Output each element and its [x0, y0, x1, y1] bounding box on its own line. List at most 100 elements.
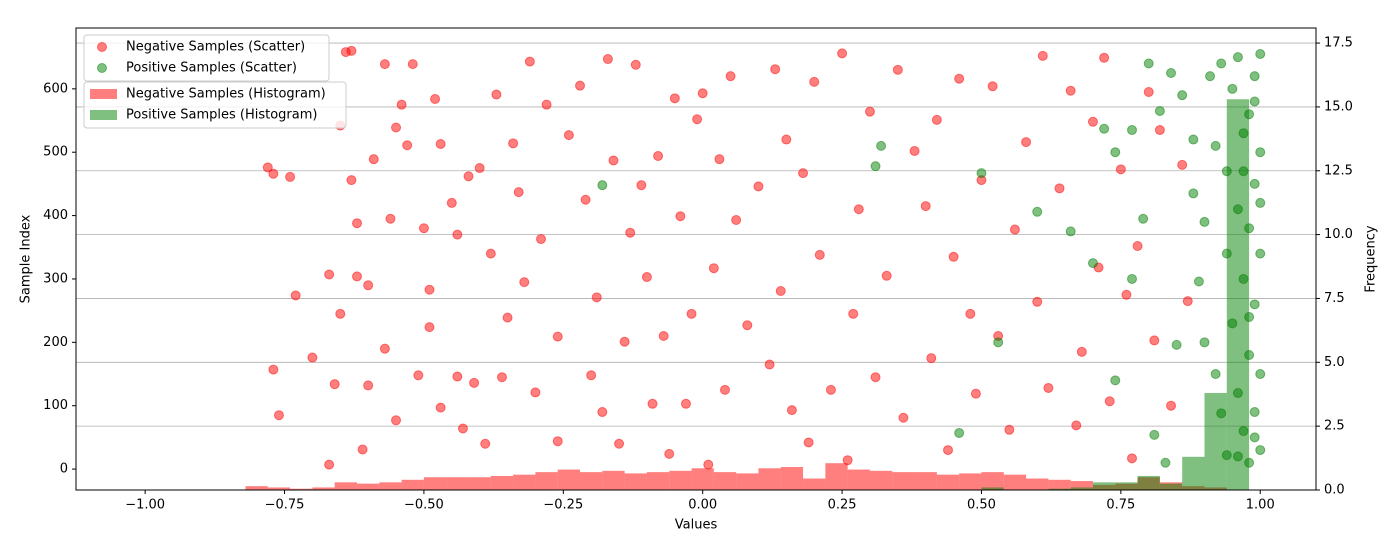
histogram-bar — [959, 473, 982, 490]
scatter-point — [452, 371, 463, 382]
histogram-bar — [401, 479, 424, 490]
x-tick-label: 0.25 — [828, 498, 857, 513]
scatter-point — [1193, 276, 1204, 287]
x-tick-label: 0.75 — [1106, 498, 1135, 513]
histogram-bar — [312, 487, 335, 490]
scatter-point — [1255, 248, 1266, 259]
scatter-point — [524, 56, 535, 67]
scatter-point — [1171, 339, 1182, 350]
histogram-bar — [713, 472, 737, 490]
scatter-point — [1238, 426, 1249, 437]
scatter-point — [452, 229, 463, 240]
scatter-point — [1221, 166, 1232, 177]
scatter-point — [731, 215, 742, 226]
scatter-point — [307, 352, 318, 363]
scatter-point — [519, 277, 530, 288]
scatter-point — [931, 114, 942, 125]
scatter-point — [675, 211, 686, 222]
histogram-bar — [1182, 456, 1205, 490]
scatter-point — [770, 64, 781, 75]
x-tick-label: 0.00 — [688, 498, 717, 513]
scatter-point — [552, 436, 563, 447]
scatter-point — [848, 308, 859, 319]
plot-frame — [75, 27, 1317, 491]
scatter-point — [513, 187, 524, 198]
scatter-point — [714, 154, 725, 165]
histogram-bar — [446, 477, 469, 490]
scatter-point — [597, 407, 608, 418]
scatter-point — [853, 204, 864, 215]
scatter-point — [1177, 90, 1188, 101]
scatter-point — [1244, 311, 1255, 322]
scatter-point — [290, 290, 301, 301]
scatter-point — [870, 372, 881, 383]
histogram-bar — [758, 468, 781, 490]
scatter-point — [424, 284, 435, 295]
scatter-point — [1143, 87, 1154, 98]
scatter-point — [1255, 197, 1266, 208]
histogram-bar — [245, 486, 268, 490]
scatter-point — [686, 308, 697, 319]
legend-box — [83, 34, 330, 82]
scatter-point — [1032, 206, 1043, 217]
scatter-point — [664, 448, 675, 459]
histogram-bar — [1070, 481, 1093, 490]
scatter-point — [1238, 166, 1249, 177]
y2-tick-label: 15.0 — [1324, 99, 1353, 114]
scatter-point — [881, 270, 892, 281]
scatter-point — [1138, 213, 1149, 224]
histogram-bar — [1115, 482, 1138, 490]
histogram-bar — [914, 472, 937, 490]
scatter-point — [591, 292, 602, 303]
scatter-point — [1249, 407, 1260, 418]
scatter-point — [1110, 147, 1121, 158]
scatter-point — [496, 372, 507, 383]
histogram-bar — [646, 472, 670, 490]
scatter-point — [586, 370, 597, 381]
scatter-point — [1221, 450, 1232, 461]
histogram-bar — [825, 463, 848, 490]
scatter-point — [965, 308, 976, 319]
scatter-point — [391, 122, 402, 133]
histogram-bar — [535, 472, 558, 490]
scatter-point — [457, 423, 468, 434]
histogram-bar — [1092, 482, 1116, 490]
scatter-point — [1182, 296, 1193, 307]
histogram-bar — [580, 472, 603, 490]
x-tick-label: −0.25 — [543, 498, 583, 513]
y-tick-label: 200 — [43, 335, 68, 350]
legend-marker — [97, 42, 107, 52]
x-tick-label: −0.75 — [265, 498, 305, 513]
scatter-point — [1149, 335, 1160, 346]
scatter-point — [418, 223, 429, 234]
histogram-bar — [669, 470, 692, 490]
scatter-point — [1216, 408, 1227, 419]
scatter-point — [602, 54, 613, 65]
y2-tick-label: 5.0 — [1324, 355, 1345, 370]
histogram-bar — [334, 482, 358, 490]
scatter-point — [1071, 420, 1082, 431]
scatter-point — [825, 384, 836, 395]
scatter-point — [837, 48, 848, 59]
histogram-bar — [780, 467, 804, 490]
scatter-point — [430, 93, 441, 104]
legend-label: Negative Samples (Scatter) — [126, 40, 305, 55]
scatter-point — [502, 312, 513, 323]
histogram-bar — [892, 472, 915, 490]
scatter-point — [614, 438, 625, 449]
y2-tick-label: 0.0 — [1324, 483, 1345, 498]
scatter-point — [1076, 346, 1087, 357]
scatter-point — [1004, 424, 1015, 435]
scatter-point — [943, 445, 954, 456]
scatter-point — [669, 93, 680, 104]
scatter-point — [1238, 128, 1249, 139]
scatter-point — [926, 353, 937, 364]
scatter-point — [809, 76, 820, 87]
scatter-point — [680, 398, 691, 409]
x-tick-label: 1.00 — [1246, 498, 1275, 513]
scatter-point — [1232, 388, 1243, 399]
scatter-point — [1249, 96, 1260, 107]
scatter-point — [1199, 216, 1210, 227]
scatter-point — [976, 168, 987, 179]
